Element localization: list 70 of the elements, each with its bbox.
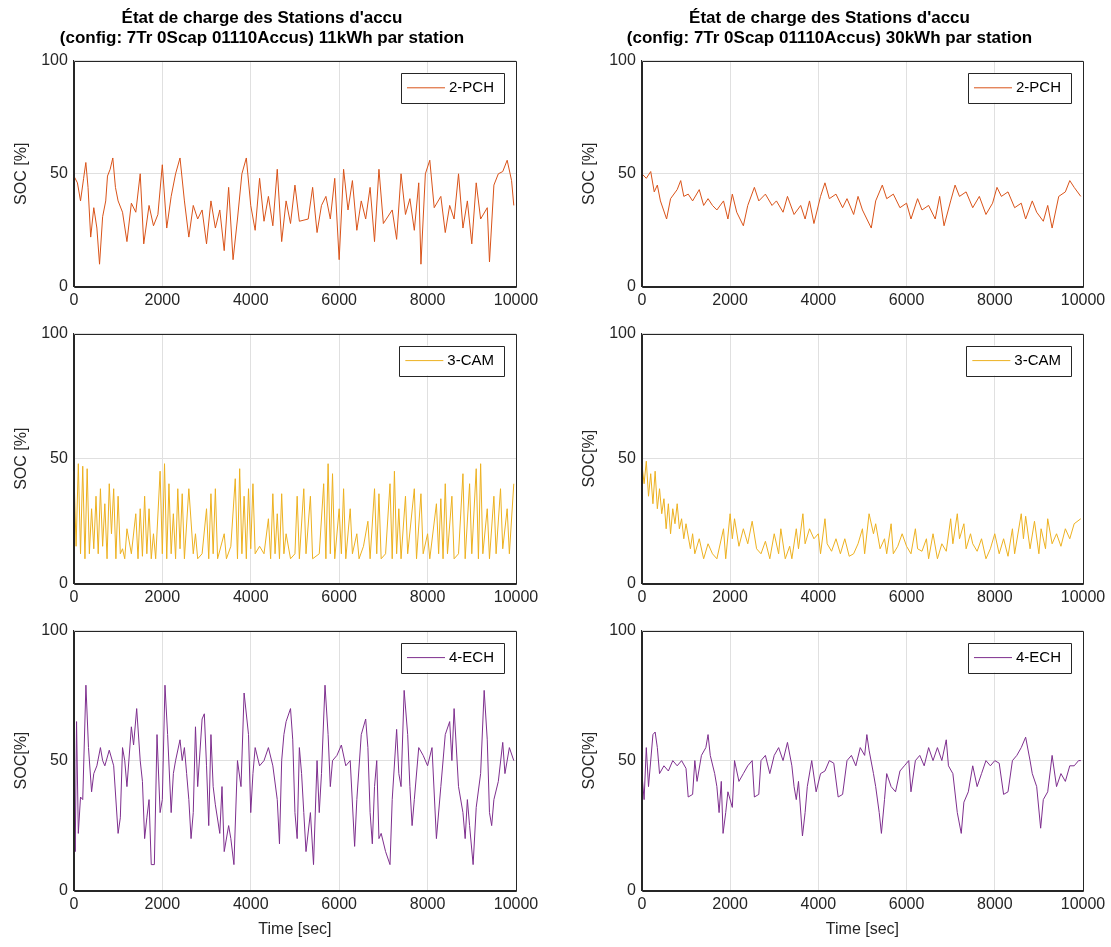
y-tick-label: 50 — [50, 751, 68, 769]
y-tick-label: 100 — [41, 324, 68, 342]
y-tick-label: 0 — [58, 277, 68, 295]
x-tick-label: 2000 — [712, 894, 749, 912]
x-tick-label: 0 — [69, 894, 79, 912]
y-tick-label: 0 — [626, 574, 636, 592]
legend-label: 2-PCH — [448, 77, 495, 95]
y-axis-title: SOC [%] — [580, 142, 598, 205]
x-tick-label: 2000 — [144, 290, 181, 308]
y-axis-title: SOC [%] — [12, 427, 30, 490]
chart-title: État de charge des Stations d'accu (config: 7Tr 0Scap 01110Accus) 30kWh par station — [626, 7, 1033, 48]
x-tick-label: 0 — [69, 587, 79, 605]
x-tick-label: 8000 — [409, 290, 446, 308]
x-tick-label: 0 — [637, 290, 647, 308]
y-tick-label: 100 — [41, 51, 68, 69]
chart-title: État de charge des Stations d'accu (config: 7Tr 0Scap 01110Accus) 11kWh par station — [59, 7, 465, 48]
x-tick-label: 0 — [69, 290, 79, 308]
x-tick-label: 4000 — [232, 290, 269, 308]
y-axis-title: SOC[%] — [580, 429, 598, 488]
y-tick-label: 100 — [609, 621, 636, 639]
x-tick-label: 6000 — [321, 894, 358, 912]
x-tick-label: 8000 — [976, 290, 1013, 308]
x-tick-label: 10000 — [493, 587, 539, 605]
legend-label: 2-PCH — [1015, 77, 1062, 95]
legend-label: 3-CAM — [1014, 350, 1061, 368]
x-tick-label: 2000 — [712, 587, 749, 605]
x-tick-label: 6000 — [888, 290, 925, 308]
x-tick-label: 10000 — [493, 290, 539, 308]
y-tick-label: 100 — [609, 324, 636, 342]
x-tick-label: 4000 — [800, 894, 837, 912]
x-tick-label: 10000 — [1060, 894, 1106, 912]
x-axis-title: Time [sec] — [258, 919, 332, 937]
x-tick-label: 8000 — [976, 587, 1013, 605]
y-tick-label: 50 — [618, 449, 636, 467]
x-tick-label: 10000 — [493, 894, 539, 912]
y-tick-label: 0 — [58, 574, 68, 592]
x-tick-label: 10000 — [1060, 290, 1106, 308]
x-tick-label: 8000 — [976, 894, 1013, 912]
legend-label: 4-ECH — [1015, 647, 1062, 665]
x-tick-label: 4000 — [232, 587, 269, 605]
x-tick-label: 8000 — [409, 894, 446, 912]
legend-label: 3-CAM — [447, 350, 494, 368]
y-tick-label: 50 — [618, 164, 636, 182]
y-tick-label: 100 — [41, 621, 68, 639]
x-axis-title: Time [sec] — [825, 919, 900, 937]
x-tick-label: 4000 — [232, 894, 269, 912]
x-tick-label: 0 — [637, 894, 647, 912]
x-tick-label: 4000 — [800, 290, 837, 308]
y-axis-title: SOC[%] — [12, 731, 30, 790]
y-tick-label: 50 — [50, 449, 68, 467]
x-tick-label: 2000 — [144, 894, 181, 912]
legend-label: 4-ECH — [448, 647, 495, 665]
x-tick-label: 6000 — [321, 587, 358, 605]
x-tick-label: 2000 — [712, 290, 749, 308]
x-tick-label: 0 — [637, 587, 647, 605]
x-tick-label: 8000 — [409, 587, 446, 605]
y-tick-label: 50 — [50, 164, 68, 182]
y-axis-title: SOC [%] — [12, 142, 30, 205]
x-tick-label: 6000 — [321, 290, 358, 308]
y-tick-label: 0 — [626, 881, 636, 899]
y-tick-label: 100 — [609, 51, 636, 69]
x-tick-label: 2000 — [144, 587, 181, 605]
y-tick-label: 50 — [618, 751, 636, 769]
x-tick-label: 6000 — [888, 587, 925, 605]
x-tick-label: 6000 — [888, 894, 925, 912]
x-tick-label: 4000 — [800, 587, 837, 605]
y-tick-label: 0 — [626, 277, 636, 295]
x-tick-label: 10000 — [1060, 587, 1106, 605]
y-tick-label: 0 — [58, 881, 68, 899]
y-axis-title: SOC[%] — [580, 731, 598, 790]
